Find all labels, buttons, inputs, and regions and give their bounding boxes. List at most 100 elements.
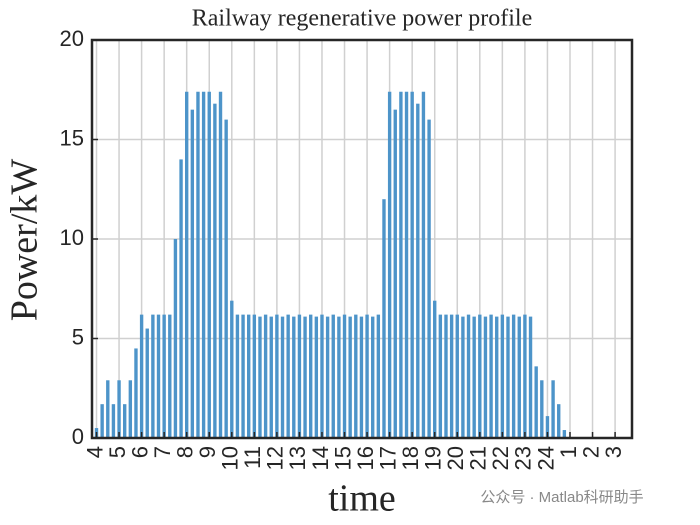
y-tick-label: 20 [60, 26, 84, 51]
bar [224, 119, 228, 438]
chart-title: Railway regenerative power profile [192, 6, 533, 32]
bar [241, 314, 245, 438]
bar [359, 316, 364, 438]
axes-box [90, 38, 634, 440]
bar [230, 300, 234, 438]
x-tick-label: 14 [308, 446, 333, 470]
bar [314, 316, 319, 438]
bar [427, 119, 431, 438]
bar [433, 300, 437, 438]
x-tick-label: 12 [263, 446, 288, 470]
bar [393, 109, 397, 439]
bar [128, 380, 133, 438]
bar [455, 314, 459, 438]
bar [134, 348, 138, 438]
x-tick-label: 2 [578, 446, 603, 458]
bar [528, 316, 533, 438]
bar [404, 91, 409, 439]
bar [438, 314, 443, 438]
bar [173, 239, 178, 438]
bar [297, 314, 302, 438]
bar [461, 316, 465, 438]
y-tick-label: 15 [60, 125, 84, 150]
bar [280, 316, 285, 438]
bar [309, 314, 313, 438]
y-tick-label: 0 [72, 424, 84, 449]
bar [151, 314, 155, 438]
bar [540, 380, 544, 438]
bar [303, 316, 307, 438]
bar [376, 314, 381, 438]
bar [168, 314, 172, 438]
bar [342, 314, 347, 438]
bar [387, 91, 392, 439]
bar [557, 404, 561, 438]
x-tick-label: 10 [218, 446, 243, 470]
x-tick-label: 11 [240, 446, 265, 469]
bar [162, 314, 166, 438]
bar [478, 314, 482, 438]
bar [500, 314, 505, 438]
x-tick-label: 5 [105, 446, 130, 458]
y-tick-label: 5 [72, 324, 84, 349]
bar [421, 91, 426, 439]
bar [348, 316, 352, 438]
bar [410, 91, 414, 439]
x-tick-label: 21 [466, 446, 491, 470]
x-tick-label: 24 [533, 446, 558, 470]
bar [263, 314, 268, 438]
bar [545, 416, 550, 438]
bar [218, 91, 223, 439]
bar [399, 91, 403, 439]
x-tick-label: 16 [353, 446, 378, 470]
bar [196, 91, 200, 439]
x-tick-label: 19 [421, 446, 446, 470]
bar [111, 404, 116, 438]
x-tick-label: 23 [511, 446, 536, 470]
bar [506, 316, 510, 438]
bar [449, 314, 454, 438]
x-tick-label: 17 [375, 446, 400, 470]
y-axis-label: Power/kW [4, 159, 46, 322]
bar [444, 314, 448, 438]
bar [472, 316, 476, 438]
bar [562, 430, 567, 438]
x-tick-label: 9 [195, 446, 220, 458]
x-tick-label: 3 [601, 446, 626, 458]
bar [275, 314, 279, 438]
bar [286, 314, 290, 438]
bar [100, 404, 104, 438]
bar [145, 328, 149, 438]
bar [325, 316, 330, 438]
bar [123, 404, 127, 438]
bar [489, 314, 493, 438]
bar [523, 314, 527, 438]
bar [511, 314, 516, 438]
watermark: 公众号 · Matlab科研助手 [480, 489, 643, 506]
bar [365, 314, 369, 438]
bar [331, 314, 335, 438]
bar [117, 380, 121, 438]
x-tick-label: 18 [398, 446, 423, 470]
x-tick-label: 20 [443, 446, 468, 470]
bar [235, 314, 240, 438]
bar [371, 316, 375, 438]
bar [207, 91, 211, 439]
x-tick-label: 22 [488, 446, 513, 470]
bar [201, 91, 206, 439]
bar [269, 316, 273, 438]
bar [213, 103, 217, 439]
bar [534, 366, 538, 438]
bar [416, 103, 420, 439]
bar [292, 316, 296, 438]
bar [382, 199, 386, 438]
bar [551, 380, 555, 438]
x-tick-label: 4 [82, 446, 107, 458]
x-tick-label: 6 [127, 446, 152, 458]
x-axis-label: time [328, 478, 396, 520]
bar [320, 314, 324, 438]
bar [179, 159, 183, 438]
bar [337, 316, 341, 438]
bar [106, 380, 110, 438]
